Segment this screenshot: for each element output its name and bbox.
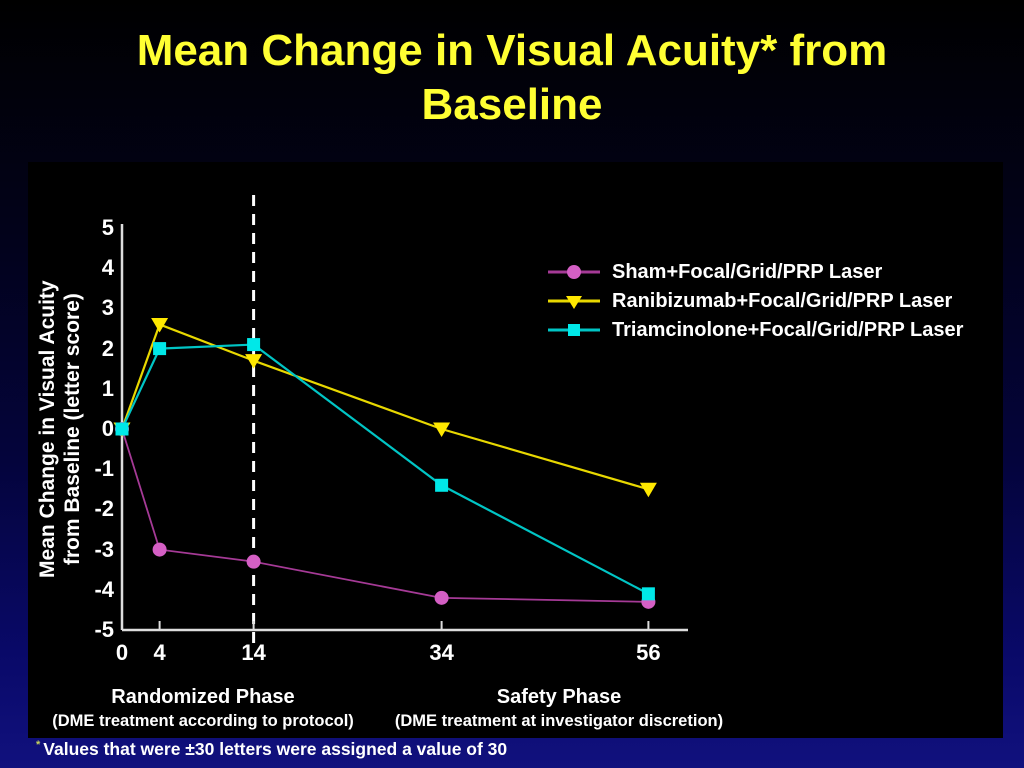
chart-legend: Sham+Focal/Grid/PRP Laser Ranibizumab+Fo… bbox=[548, 258, 963, 345]
safety-phase-annotation: Safety Phase (DME treatment at investiga… bbox=[373, 686, 745, 731]
slide-title: Mean Change in Visual Acuity* from Basel… bbox=[0, 24, 1024, 132]
slide-title-line1: Mean Change in Visual Acuity* from bbox=[136, 26, 888, 75]
slide-title-line2: Baseline bbox=[421, 80, 603, 129]
legend-label: Triamcinolone+Focal/Grid/PRP Laser bbox=[612, 319, 964, 341]
legend-item-triamcinolone: Triamcinolone+Focal/Grid/PRP Laser bbox=[548, 316, 963, 345]
square-marker-icon bbox=[548, 324, 600, 336]
footnote-asterisk: * bbox=[36, 739, 41, 752]
phase-label: Safety Phase bbox=[496, 686, 622, 708]
legend-item-sham: Sham+Focal/Grid/PRP Laser bbox=[548, 258, 963, 287]
phase-label: Randomized Phase bbox=[111, 686, 295, 708]
phase-sublabel: (DME treatment according to protocol) bbox=[52, 712, 354, 730]
line-chart bbox=[113, 195, 688, 648]
legend-label: Sham+Focal/Grid/PRP Laser bbox=[612, 261, 883, 283]
circle-marker-icon bbox=[548, 265, 600, 279]
phase-sublabel: (DME treatment at investigator discretio… bbox=[394, 712, 724, 730]
footnote: * Values that were ±30 letters were assig… bbox=[36, 739, 507, 760]
triangle-marker-icon bbox=[548, 296, 600, 309]
legend-label: Ranibizumab+Focal/Grid/PRP Laser bbox=[612, 290, 953, 312]
footnote-text: Values that were ±30 letters were assign… bbox=[43, 739, 508, 759]
legend-item-ranibizumab: Ranibizumab+Focal/Grid/PRP Laser bbox=[548, 287, 963, 316]
chart-panel: Mean Change in Visual Acuity from Baseli… bbox=[28, 162, 1003, 738]
randomized-phase-annotation: Randomized Phase (DME treatment accordin… bbox=[28, 686, 378, 731]
